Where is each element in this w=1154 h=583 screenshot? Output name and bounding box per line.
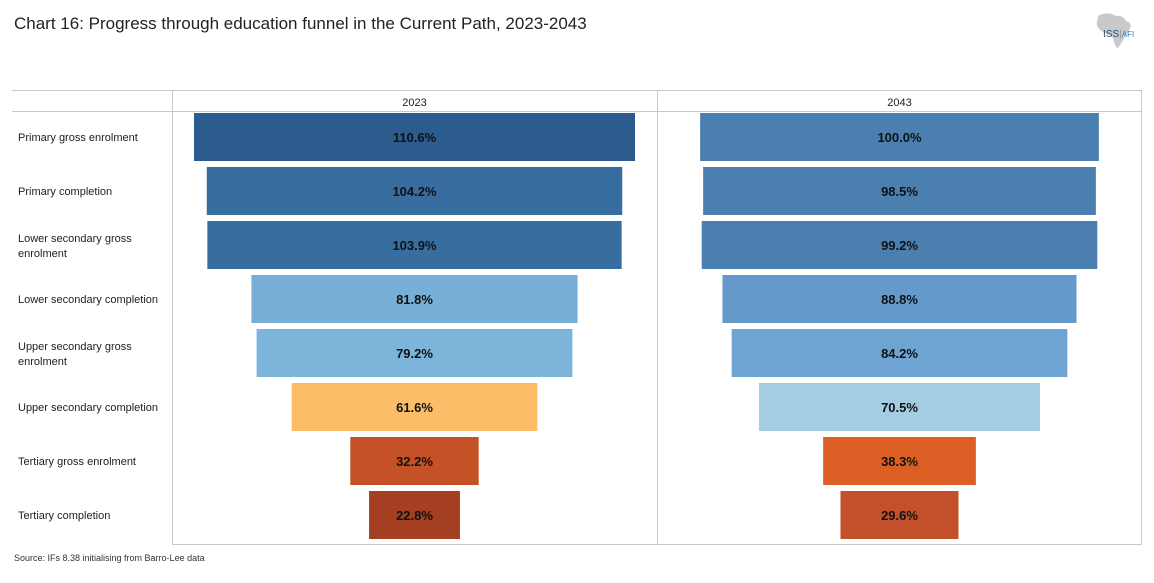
bar-value-label: 110.6% xyxy=(393,130,437,145)
funnel-bar xyxy=(823,437,976,485)
category-label: Upper secondary completion xyxy=(18,402,158,414)
bar-value-label: 104.2% xyxy=(392,184,437,199)
category-label: Lower secondary gross enrolment xyxy=(18,233,132,260)
funnel-bar xyxy=(256,329,573,377)
funnel-bar xyxy=(291,383,538,431)
bar-value-label: 84.2% xyxy=(881,346,918,361)
category-label: Primary gross enrolment xyxy=(18,132,138,144)
source-note: Source: IFs 8.38 initialising from Barro… xyxy=(14,553,205,563)
chart-title: Chart 16: Progress through education fun… xyxy=(14,14,587,33)
funnel-bar xyxy=(369,491,460,539)
funnel-bar xyxy=(251,275,578,323)
funnel-bar xyxy=(207,221,622,269)
funnel-bar xyxy=(722,275,1077,323)
bar-value-label: 99.2% xyxy=(881,238,918,253)
bar-value-label: 79.2% xyxy=(396,346,433,361)
funnel-bar xyxy=(758,383,1041,431)
logo-divider: | xyxy=(1119,29,1122,40)
funnel-bar xyxy=(350,437,479,485)
bar-value-label: 61.6% xyxy=(396,400,433,415)
logo-text: ISS|AFI xyxy=(1103,29,1134,40)
panel-header: 2043 xyxy=(887,97,911,109)
bar-value-label: 29.6% xyxy=(881,508,918,523)
bar-value-label: 98.5% xyxy=(881,184,918,199)
logo-sub: AFI xyxy=(1121,30,1135,39)
bar-value-label: 81.8% xyxy=(396,292,433,307)
bar-value-label: 32.2% xyxy=(396,454,433,469)
category-label: Lower secondary completion xyxy=(18,294,158,306)
funnel-bar xyxy=(840,491,959,539)
category-label: Tertiary completion xyxy=(18,510,110,522)
africa-logo-icon xyxy=(1096,13,1131,48)
bar-value-label: 100.0% xyxy=(877,130,922,145)
category-label: Upper secondary gross enrolment xyxy=(18,341,132,368)
bar-value-label: 88.8% xyxy=(881,292,918,307)
funnel-bar xyxy=(703,167,1096,215)
funnel-bar xyxy=(701,221,1098,269)
funnel-bar xyxy=(700,113,1099,161)
panel-header: 2023 xyxy=(402,97,426,109)
category-label: Primary completion xyxy=(18,186,112,198)
bar-value-label: 22.8% xyxy=(396,508,433,523)
bar-value-label: 38.3% xyxy=(881,454,918,469)
bar-value-label: 70.5% xyxy=(881,400,918,415)
category-label: Tertiary gross enrolment xyxy=(18,456,136,468)
funnel-bar xyxy=(194,113,635,161)
logo-main: ISS xyxy=(1103,29,1120,40)
funnel-chart: Primary gross enrolment Primary completio… xyxy=(12,90,1142,545)
funnel-bar xyxy=(731,329,1068,377)
bar-value-label: 103.9% xyxy=(392,238,437,253)
funnel-bar xyxy=(206,167,623,215)
